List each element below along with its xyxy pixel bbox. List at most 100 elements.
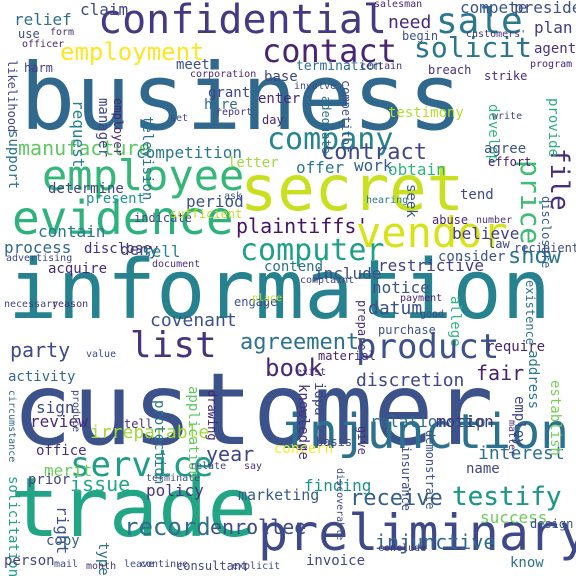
cloud-word: competitor [339,80,353,153]
cloud-word: review [30,412,88,431]
cloud-word: payment [400,293,443,304]
cloud-word: report [216,107,253,118]
cloud-word: hire [204,97,238,113]
cloud-word: competition [136,143,242,162]
cloud-word: certain [360,61,403,72]
cloud-word: fair [476,361,525,385]
cloud-word: party [10,338,71,362]
cloud-word: form [50,27,75,38]
cloud-word: plaintiffs' [236,214,369,238]
cloud-word: prior [28,472,71,488]
cloud-word: continue [140,559,189,570]
cloud-word: support [5,130,21,190]
cloud-word: discretion [356,370,465,391]
cloud-word: hearing [366,195,409,206]
cloud-word: agree [484,141,527,157]
cloud-word: year [206,442,255,466]
cloud-word: reason [52,299,89,310]
cloud-word: allege [447,296,463,347]
cloud-word: disclosure [539,196,553,269]
cloud-word: customer [12,351,494,468]
cloud-word: agreement [240,330,360,355]
cloud-word: meet [176,57,210,73]
cloud-word: terminate [146,473,201,484]
cloud-word: invoice [306,553,366,569]
cloud-word: copy [46,533,80,549]
cloud-word: covenant [150,310,237,331]
cloud-word: service [70,445,214,485]
cloud-word: good [420,309,445,320]
cloud-word: relate [190,461,227,472]
cloud-word: interest [478,443,565,464]
cloud-word: plan [534,18,573,37]
cloud-word: discoverable [334,468,345,541]
cloud-word: enter [258,91,301,107]
cloud-word: adequate [319,96,333,154]
cloud-word: request [69,100,88,168]
cloud-word: offer [296,158,345,177]
cloud-word: irreparable [90,422,210,443]
cloud-word: strike [484,69,528,83]
cloud-word: material [318,349,376,363]
cloud-word: book [265,354,323,382]
cloud-word: idpa [311,382,327,416]
cloud-word: product [356,327,500,367]
cloud-word: success [480,508,548,527]
cloud-word: contact [262,32,397,70]
cloud-word: value [86,349,117,360]
cloud-word: activity [8,369,76,385]
cloud-word: likelihood [5,60,19,133]
cloud-word: existence [523,280,537,346]
cloud-word: corporation [190,69,257,80]
cloud-word: policy [146,481,204,500]
cloud-word: say [244,461,263,472]
cloud-word: mail [54,559,79,570]
cloud-word: sell [142,242,181,261]
cloud-word: record [124,513,211,541]
cloud-word: base [264,69,298,85]
cloud-word: design [530,517,574,531]
cloud-word: officer [22,39,65,50]
cloud-word: disclose [84,241,152,257]
cloud-word: breach [428,63,472,77]
cloud-word: engage [234,295,278,309]
cloud-word: exist [296,367,327,378]
cloud-word: solicit [414,31,533,64]
cloud-word: issue [70,472,131,496]
cloud-word: produce [70,390,81,433]
cloud-word: acquire [48,261,108,277]
cloud-word: consider [438,249,506,265]
cloud-word: injunctive [375,530,496,554]
cloud-word: finding [304,476,372,495]
cloud-word: restrictive [378,256,484,275]
cloud-word: begin [402,29,439,43]
cloud-word: testify [452,482,562,512]
cloud-word: day [262,113,284,127]
cloud-word: customers' [466,29,527,40]
cloud-word: prepare [355,300,369,351]
cloud-word: ask [224,191,243,202]
cloud-word: grant [208,85,251,101]
cloud-word: complaint [300,275,355,286]
cloud-word: explicit [232,561,281,572]
cloud-word: employment [60,38,205,66]
cloud-word: provide [545,98,561,158]
cloud-word: sufficient [170,207,243,221]
cloud-word: employer [111,98,125,156]
cloud-word: document [152,259,201,270]
cloud-word: process [4,238,72,257]
cloud-word: number [476,215,513,226]
cloud-word: effort [488,155,532,169]
cloud-word: involve [294,81,337,92]
cloud-word: office [36,443,87,459]
cloud-word: contain [38,222,106,241]
cloud-word: enrollee [210,515,307,539]
cloud-word: consultant [176,559,249,573]
cloud-word: person [4,553,55,569]
cloud-word: preliminary [258,504,576,562]
cloud-word: determine [48,181,124,197]
cloud-word: relief [14,10,72,29]
cloud-word: contend [264,259,324,275]
cloud-word: work [354,156,393,175]
cloud-word: manager [95,98,111,158]
